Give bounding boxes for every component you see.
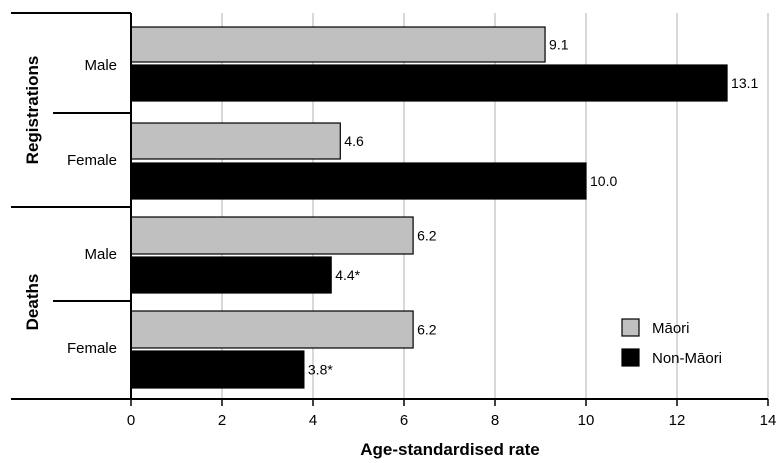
value-label: 10.0 [590, 173, 617, 189]
legend: Māori Non-Māori [621, 318, 722, 367]
group-label-deaths: Deaths [23, 274, 42, 331]
legend-label-maori: Māori [652, 320, 690, 337]
value-label: 3.8* [308, 362, 333, 378]
value-labels: 9.1 13.1 4.6 10.0 6.2 4.4* 6.2 3.8* [308, 37, 759, 378]
x-ticks: 0 2 4 6 8 10 12 14 [127, 399, 777, 429]
x-tick-label: 14 [760, 412, 777, 429]
bars [130, 26, 728, 389]
legend-swatch-maori [621, 318, 640, 337]
x-tick-label: 8 [491, 412, 499, 429]
bar-deaths-female-non-maori [130, 350, 305, 389]
value-label: 13.1 [731, 75, 758, 91]
subgroup-label: Male [84, 246, 117, 263]
x-axis-title: Age-standardised rate [360, 440, 540, 459]
x-tick-label: 10 [578, 412, 595, 429]
legend-swatch-non-maori [621, 348, 640, 367]
bar-deaths-male-maori [130, 216, 414, 255]
subgroup-label: Male [84, 57, 117, 74]
value-label: 6.2 [417, 228, 437, 244]
bar-registrations-male-non-maori [130, 64, 728, 102]
subgroup-label: Female [67, 340, 117, 357]
x-tick-label: 0 [127, 412, 135, 429]
value-label: 6.2 [417, 322, 437, 338]
value-label: 4.6 [344, 133, 364, 149]
subgroup-label: Female [67, 152, 117, 169]
category-labels: Male Female Male Female Registrations Deaths [23, 56, 117, 357]
x-tick-label: 6 [400, 412, 408, 429]
bar-registrations-male-maori [130, 26, 546, 63]
x-tick-label: 4 [309, 412, 317, 429]
group-label-registrations: Registrations [23, 56, 42, 165]
axes [11, 12, 768, 400]
x-tick-label: 2 [218, 412, 226, 429]
bar-deaths-male-non-maori [130, 256, 332, 294]
value-label: 9.1 [549, 37, 569, 53]
bar-registrations-female-maori [130, 122, 341, 160]
legend-label-non-maori: Non-Māori [652, 350, 722, 367]
value-label: 4.4* [335, 267, 360, 283]
bar-registrations-female-non-maori [130, 162, 587, 200]
bar-deaths-female-maori [130, 310, 414, 349]
x-tick-label: 12 [669, 412, 686, 429]
